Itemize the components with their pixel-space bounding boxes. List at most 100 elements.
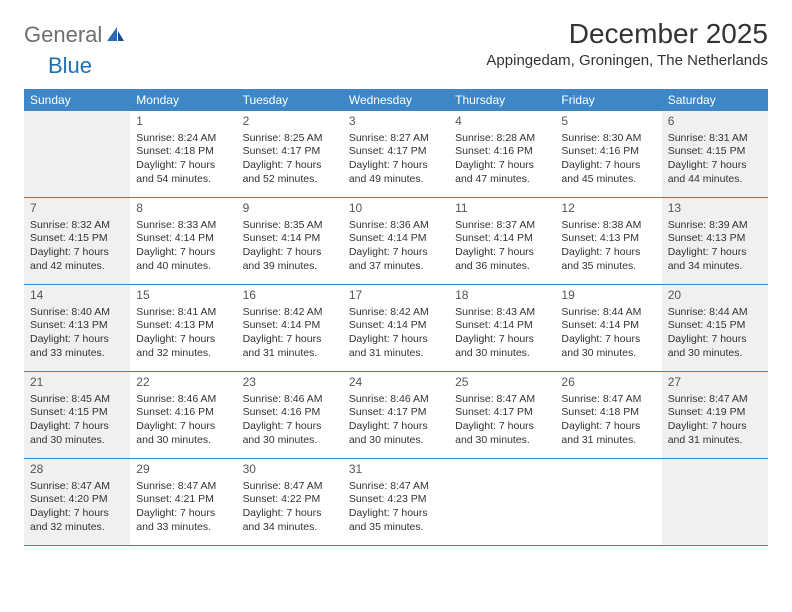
weeks-container: 1Sunrise: 8:24 AMSunset: 4:18 PMDaylight… [24, 111, 768, 546]
day-number: 20 [668, 288, 762, 304]
day-info-line: Sunrise: 8:47 AM [30, 480, 124, 494]
day-info-line: Sunset: 4:14 PM [455, 319, 549, 333]
day-cell: 21Sunrise: 8:45 AMSunset: 4:15 PMDayligh… [24, 372, 130, 458]
day-info-line: Daylight: 7 hours and 30 minutes. [349, 420, 443, 447]
weekday-header: Friday [555, 89, 661, 111]
day-info-line: Sunset: 4:14 PM [243, 319, 337, 333]
day-info-line: Daylight: 7 hours and 35 minutes. [349, 507, 443, 534]
day-info-line: Daylight: 7 hours and 31 minutes. [349, 333, 443, 360]
day-cell: 30Sunrise: 8:47 AMSunset: 4:22 PMDayligh… [237, 459, 343, 545]
day-info-line: Daylight: 7 hours and 49 minutes. [349, 159, 443, 186]
weekday-header: Monday [130, 89, 236, 111]
day-info-line: Sunset: 4:15 PM [668, 145, 762, 159]
day-info-line: Sunrise: 8:45 AM [30, 393, 124, 407]
day-info-line: Sunrise: 8:35 AM [243, 219, 337, 233]
day-number: 15 [136, 288, 230, 304]
day-info-line: Sunset: 4:17 PM [349, 406, 443, 420]
day-number: 13 [668, 201, 762, 217]
day-info-line: Sunrise: 8:24 AM [136, 132, 230, 146]
day-info-line: Daylight: 7 hours and 33 minutes. [136, 507, 230, 534]
day-cell: 29Sunrise: 8:47 AMSunset: 4:21 PMDayligh… [130, 459, 236, 545]
day-info-line: Sunrise: 8:41 AM [136, 306, 230, 320]
day-cell: 17Sunrise: 8:42 AMSunset: 4:14 PMDayligh… [343, 285, 449, 371]
day-number: 5 [561, 114, 655, 130]
day-info-line: Sunset: 4:16 PM [561, 145, 655, 159]
calendar-grid: SundayMondayTuesdayWednesdayThursdayFrid… [24, 89, 768, 546]
day-info-line: Daylight: 7 hours and 35 minutes. [561, 246, 655, 273]
day-info-line: Sunrise: 8:47 AM [349, 480, 443, 494]
day-info-line: Daylight: 7 hours and 30 minutes. [668, 333, 762, 360]
day-info-line: Sunrise: 8:36 AM [349, 219, 443, 233]
day-info-line: Sunset: 4:13 PM [30, 319, 124, 333]
day-number: 18 [455, 288, 549, 304]
brand-part1: General [24, 22, 102, 48]
day-info-line: Sunrise: 8:30 AM [561, 132, 655, 146]
weekday-header: Tuesday [237, 89, 343, 111]
day-info-line: Sunrise: 8:32 AM [30, 219, 124, 233]
day-number: 28 [30, 462, 124, 478]
day-info-line: Sunset: 4:13 PM [561, 232, 655, 246]
day-info-line: Sunrise: 8:43 AM [455, 306, 549, 320]
month-title: December 2025 [486, 18, 768, 50]
day-number: 23 [243, 375, 337, 391]
day-cell: 9Sunrise: 8:35 AMSunset: 4:14 PMDaylight… [237, 198, 343, 284]
day-cell: 25Sunrise: 8:47 AMSunset: 4:17 PMDayligh… [449, 372, 555, 458]
day-info-line: Sunset: 4:14 PM [243, 232, 337, 246]
day-info-line: Sunset: 4:14 PM [349, 232, 443, 246]
day-info-line: Daylight: 7 hours and 37 minutes. [349, 246, 443, 273]
day-info-line: Sunset: 4:16 PM [455, 145, 549, 159]
weekday-header: Wednesday [343, 89, 449, 111]
day-number: 12 [561, 201, 655, 217]
day-info-line: Sunrise: 8:47 AM [561, 393, 655, 407]
day-number: 31 [349, 462, 443, 478]
day-cell: 22Sunrise: 8:46 AMSunset: 4:16 PMDayligh… [130, 372, 236, 458]
day-info-line: Sunrise: 8:37 AM [455, 219, 549, 233]
day-info-line: Sunrise: 8:47 AM [668, 393, 762, 407]
day-number: 21 [30, 375, 124, 391]
week-row: 14Sunrise: 8:40 AMSunset: 4:13 PMDayligh… [24, 285, 768, 372]
day-info-line: Daylight: 7 hours and 45 minutes. [561, 159, 655, 186]
day-info-line: Daylight: 7 hours and 40 minutes. [136, 246, 230, 273]
day-info-line: Sunset: 4:18 PM [136, 145, 230, 159]
calendar-page: General December 2025 Appingedam, Gronin… [0, 0, 792, 546]
day-info-line: Daylight: 7 hours and 32 minutes. [136, 333, 230, 360]
day-number: 16 [243, 288, 337, 304]
day-number: 3 [349, 114, 443, 130]
day-cell: 23Sunrise: 8:46 AMSunset: 4:16 PMDayligh… [237, 372, 343, 458]
day-info-line: Sunrise: 8:42 AM [349, 306, 443, 320]
day-cell [555, 459, 661, 545]
day-number: 8 [136, 201, 230, 217]
day-number: 2 [243, 114, 337, 130]
weekday-header: Sunday [24, 89, 130, 111]
day-number: 27 [668, 375, 762, 391]
day-cell: 15Sunrise: 8:41 AMSunset: 4:13 PMDayligh… [130, 285, 236, 371]
day-info-line: Sunrise: 8:46 AM [243, 393, 337, 407]
day-info-line: Sunrise: 8:44 AM [668, 306, 762, 320]
day-info-line: Daylight: 7 hours and 36 minutes. [455, 246, 549, 273]
day-cell: 12Sunrise: 8:38 AMSunset: 4:13 PMDayligh… [555, 198, 661, 284]
day-number: 10 [349, 201, 443, 217]
day-number: 14 [30, 288, 124, 304]
day-number: 24 [349, 375, 443, 391]
day-info-line: Daylight: 7 hours and 31 minutes. [243, 333, 337, 360]
day-cell: 2Sunrise: 8:25 AMSunset: 4:17 PMDaylight… [237, 111, 343, 197]
day-cell: 16Sunrise: 8:42 AMSunset: 4:14 PMDayligh… [237, 285, 343, 371]
day-info-line: Sunset: 4:14 PM [455, 232, 549, 246]
day-number: 22 [136, 375, 230, 391]
day-cell: 7Sunrise: 8:32 AMSunset: 4:15 PMDaylight… [24, 198, 130, 284]
day-info-line: Sunset: 4:15 PM [668, 319, 762, 333]
week-row: 21Sunrise: 8:45 AMSunset: 4:15 PMDayligh… [24, 372, 768, 459]
day-cell: 14Sunrise: 8:40 AMSunset: 4:13 PMDayligh… [24, 285, 130, 371]
day-info-line: Sunset: 4:14 PM [136, 232, 230, 246]
week-row: 7Sunrise: 8:32 AMSunset: 4:15 PMDaylight… [24, 198, 768, 285]
day-info-line: Daylight: 7 hours and 32 minutes. [30, 507, 124, 534]
day-cell [662, 459, 768, 545]
day-info-line: Sunrise: 8:46 AM [136, 393, 230, 407]
day-number: 7 [30, 201, 124, 217]
day-info-line: Sunrise: 8:44 AM [561, 306, 655, 320]
day-info-line: Sunset: 4:17 PM [349, 145, 443, 159]
day-cell: 31Sunrise: 8:47 AMSunset: 4:23 PMDayligh… [343, 459, 449, 545]
day-info-line: Sunset: 4:22 PM [243, 493, 337, 507]
location-text: Appingedam, Groningen, The Netherlands [486, 52, 768, 69]
day-info-line: Daylight: 7 hours and 52 minutes. [243, 159, 337, 186]
